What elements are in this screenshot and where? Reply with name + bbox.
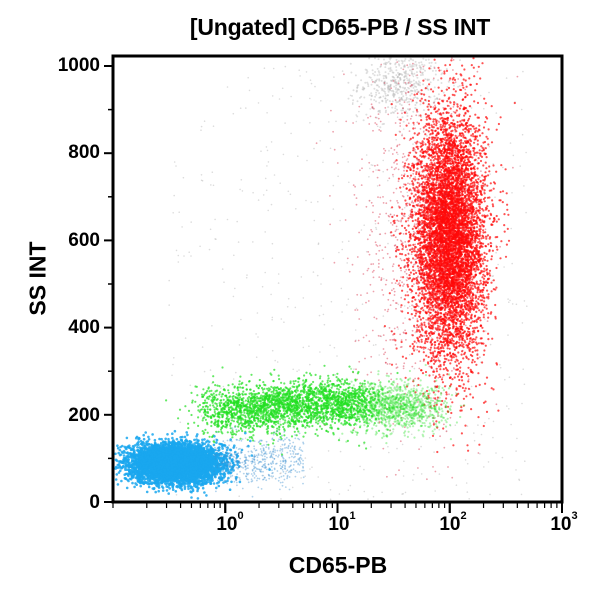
- x-tick-10e3: 103: [550, 510, 578, 535]
- scatter-points: [114, 57, 528, 501]
- chart-title: [Ungated] CD65-PB / SS INT: [189, 14, 491, 40]
- y-tick-800: 800: [68, 142, 100, 163]
- y-tick-0: 0: [89, 492, 100, 513]
- y-tick-600: 600: [68, 230, 100, 251]
- x-axis-ticks: [112, 502, 563, 513]
- x-axis-label: CD65-PB: [288, 552, 388, 578]
- y-axis-ticks: [104, 65, 113, 503]
- x-tick-10e1: 101: [328, 510, 356, 535]
- y-tick-200: 200: [68, 405, 100, 426]
- y-axis-label: SS INT: [24, 241, 51, 316]
- x-tick-10e0: 100: [216, 510, 244, 535]
- y-tick-400: 400: [68, 317, 100, 338]
- x-tick-10e2: 102: [439, 510, 467, 535]
- y-tick-1000: 1000: [57, 55, 100, 76]
- plot-frame: [111, 54, 564, 504]
